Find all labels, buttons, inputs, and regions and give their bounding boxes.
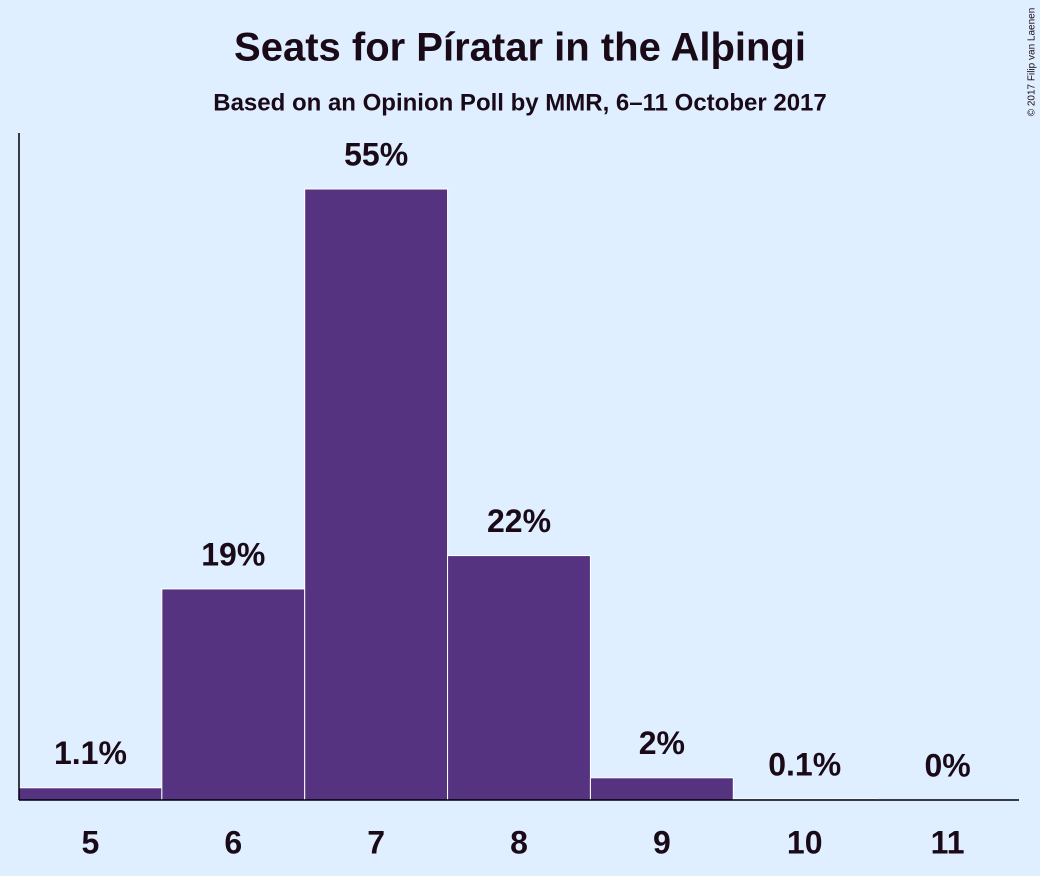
- bar: [18, 787, 163, 801]
- x-tick-label: 11: [931, 824, 965, 860]
- chart-subtitle: Based on an Opinion Poll by MMR, 6–11 Oc…: [213, 89, 827, 116]
- bar: [589, 777, 734, 801]
- x-tick-label: 6: [224, 824, 242, 860]
- bar: [447, 555, 591, 801]
- chart-title: Seats for Píratar in the Alþingi: [234, 26, 806, 70]
- x-tick-label: 10: [787, 824, 823, 860]
- value-label: 0.1%: [768, 746, 841, 782]
- value-label: 19%: [201, 536, 265, 572]
- bar: [304, 188, 449, 801]
- x-tick-label: 9: [653, 824, 671, 860]
- value-label: 22%: [487, 503, 551, 539]
- value-label: 1.1%: [54, 735, 127, 771]
- bar: [161, 588, 306, 801]
- value-label: 0%: [924, 747, 970, 783]
- value-label: 2%: [639, 725, 685, 761]
- x-tick-label: 5: [82, 824, 100, 860]
- x-tick-label: 7: [367, 824, 385, 860]
- value-label: 55%: [344, 136, 408, 172]
- x-tick-label: 8: [510, 824, 528, 860]
- copyright: © 2017 Filip van Laenen: [1027, 8, 1038, 117]
